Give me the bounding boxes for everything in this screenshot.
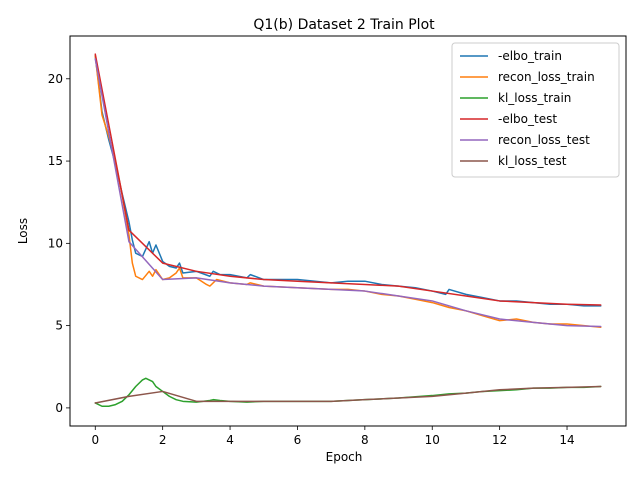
y-axis-label: Loss (16, 218, 30, 244)
x-tick-label: 12 (492, 433, 507, 447)
series-line-recon-loss-test (94, 58, 602, 328)
x-tick-label: 4 (226, 433, 234, 447)
plot-area (94, 53, 602, 407)
legend-box (451, 42, 620, 178)
legend-label-elbo-train: -elbo_train (498, 49, 562, 63)
legend-label-recon-loss-train: recon_loss_train (498, 70, 595, 84)
legend-label-elbo-test: -elbo_test (498, 112, 557, 126)
x-tick-label: 10 (425, 433, 440, 447)
axes-frame (69, 35, 627, 427)
series-line-elbo-train (94, 55, 602, 307)
x-tick-label: 14 (559, 433, 574, 447)
x-axis-label: Epoch (326, 450, 363, 464)
x-tick-label: 0 (91, 433, 99, 447)
series-line-elbo-test (94, 53, 602, 306)
x-tick-label: 6 (294, 433, 302, 447)
y-axis: 0 5 10 15 20 (48, 72, 70, 415)
chart-title: Q1(b) Dataset 2 Train Plot (253, 17, 435, 33)
x-tick-label: 8 (361, 433, 369, 447)
y-tick-label: 20 (48, 72, 63, 86)
x-axis: 0 2 4 6 8 10 12 14 (91, 426, 575, 447)
y-tick-label: 10 (48, 236, 63, 250)
x-tick-label: 2 (159, 433, 167, 447)
legend-label-kl-loss-train: kl_loss_train (498, 91, 571, 105)
series-line-kl-loss-test (94, 385, 602, 404)
y-tick-label: 5 (55, 319, 63, 333)
legend-label-recon-loss-test: recon_loss_test (498, 133, 590, 147)
y-tick-label: 15 (48, 154, 63, 168)
legend: -elbo_train recon_loss_train kl_loss_train… (451, 42, 620, 178)
legend-label-kl-loss-test: kl_loss_test (498, 154, 567, 168)
y-tick-label: 0 (55, 401, 63, 415)
